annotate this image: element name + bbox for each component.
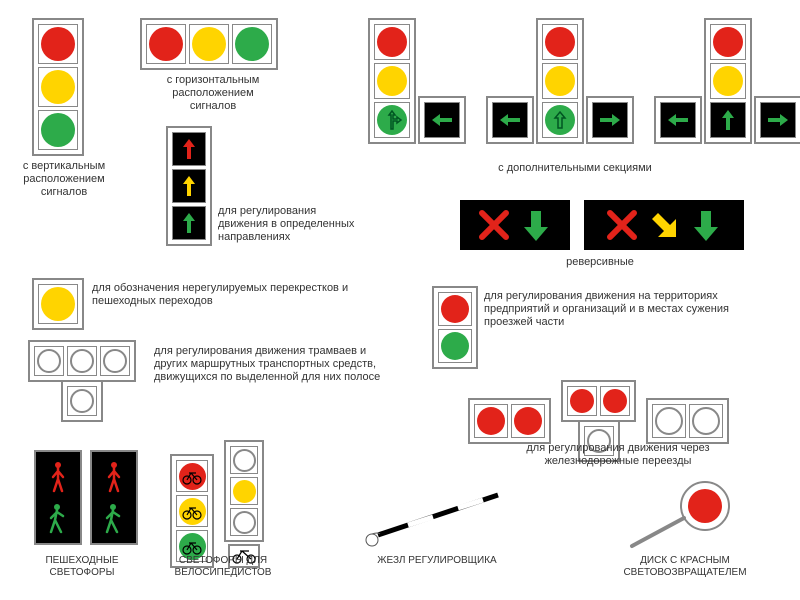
- reverse-panel-2: [584, 200, 744, 250]
- vertical-signal: [32, 18, 84, 156]
- bicycle-icon: [181, 535, 203, 557]
- reverse-label: реверсивные: [540, 256, 660, 269]
- disk: [620, 478, 740, 553]
- right-arrow-icon: [596, 106, 624, 134]
- tram-label: для регулирования движения трамваев и др…: [154, 345, 384, 385]
- red-green-label: для регулирования движения на территория…: [484, 290, 754, 330]
- vertical-housing: [32, 18, 84, 156]
- left-arrow-icon: [428, 106, 456, 134]
- bicycle-icon: [181, 500, 203, 522]
- left-arrow-icon: [664, 106, 692, 134]
- bicycle-label: СВЕТОФОРЫ ДЛЯ ВЕЛОСИПЕДИСТОВ: [148, 555, 298, 579]
- diag-arrow-icon: [644, 205, 684, 245]
- baton-icon: [358, 480, 518, 550]
- horizontal-signal: [140, 18, 278, 70]
- horizontal-housing: [140, 18, 278, 70]
- up-arrow-icon: [714, 106, 742, 134]
- railroad-label: для регулирования движения через железно…: [478, 442, 758, 468]
- pedestrian-stand-icon: [43, 459, 73, 493]
- red-light: [41, 27, 75, 61]
- up-arrow-icon: [175, 172, 203, 200]
- multi-arrow-icon: [380, 108, 404, 132]
- vertical-label: с вертикальным расположением сигналов: [8, 160, 120, 200]
- directional-label: для регулирования движения в определенны…: [218, 205, 358, 245]
- disk-icon: [620, 478, 740, 553]
- flash-yellow-label: для обозначения нерегулируемых перекрест…: [92, 282, 372, 308]
- pedestrian-label: ПЕШЕХОДНЫЕ СВЕТОФОРЫ: [22, 555, 142, 579]
- disk-label: ДИСК С КРАСНЫМ СВЕТОВОЗВРАЩАТЕЛЕМ: [590, 555, 780, 579]
- yellow-light: [41, 70, 75, 104]
- flash-yellow-signal: [32, 278, 84, 330]
- reverse-group: [460, 200, 744, 250]
- x-icon: [474, 205, 514, 245]
- red-green-signal: [432, 286, 478, 369]
- green-light: [235, 27, 269, 61]
- up-arrow-icon: [175, 209, 203, 237]
- pedestrian-walk-icon: [99, 502, 129, 536]
- pedestrian-stand-icon: [99, 459, 129, 493]
- left-arrow-icon: [496, 106, 524, 134]
- pedestrian-walk-icon: [43, 502, 73, 536]
- down-arrow-icon: [516, 205, 556, 245]
- x-icon: [602, 205, 642, 245]
- bicycle-group: [170, 440, 264, 568]
- baton-label: ЖЕЗЛ РЕГУЛИРОВЩИКА: [372, 555, 502, 567]
- up-arrow-icon: [175, 135, 203, 163]
- pedestrian-group: [34, 450, 138, 545]
- baton: [358, 480, 518, 550]
- reverse-panel-1: [460, 200, 570, 250]
- red-light: [149, 27, 183, 61]
- additional-label: с дополнительными секциями: [450, 162, 700, 175]
- directional-housing: [166, 126, 212, 246]
- directional-signal: [166, 126, 212, 246]
- right-arrow-icon: [764, 106, 792, 134]
- tram-signal: [28, 340, 136, 422]
- additional-group: [368, 18, 800, 144]
- bicycle-icon: [181, 465, 203, 487]
- up-arrow-icon: [549, 109, 571, 131]
- down-arrow-icon: [686, 205, 726, 245]
- horizontal-label: с горизонтальным расположением сигналов: [148, 74, 278, 114]
- green-light: [41, 113, 75, 147]
- yellow-light: [192, 27, 226, 61]
